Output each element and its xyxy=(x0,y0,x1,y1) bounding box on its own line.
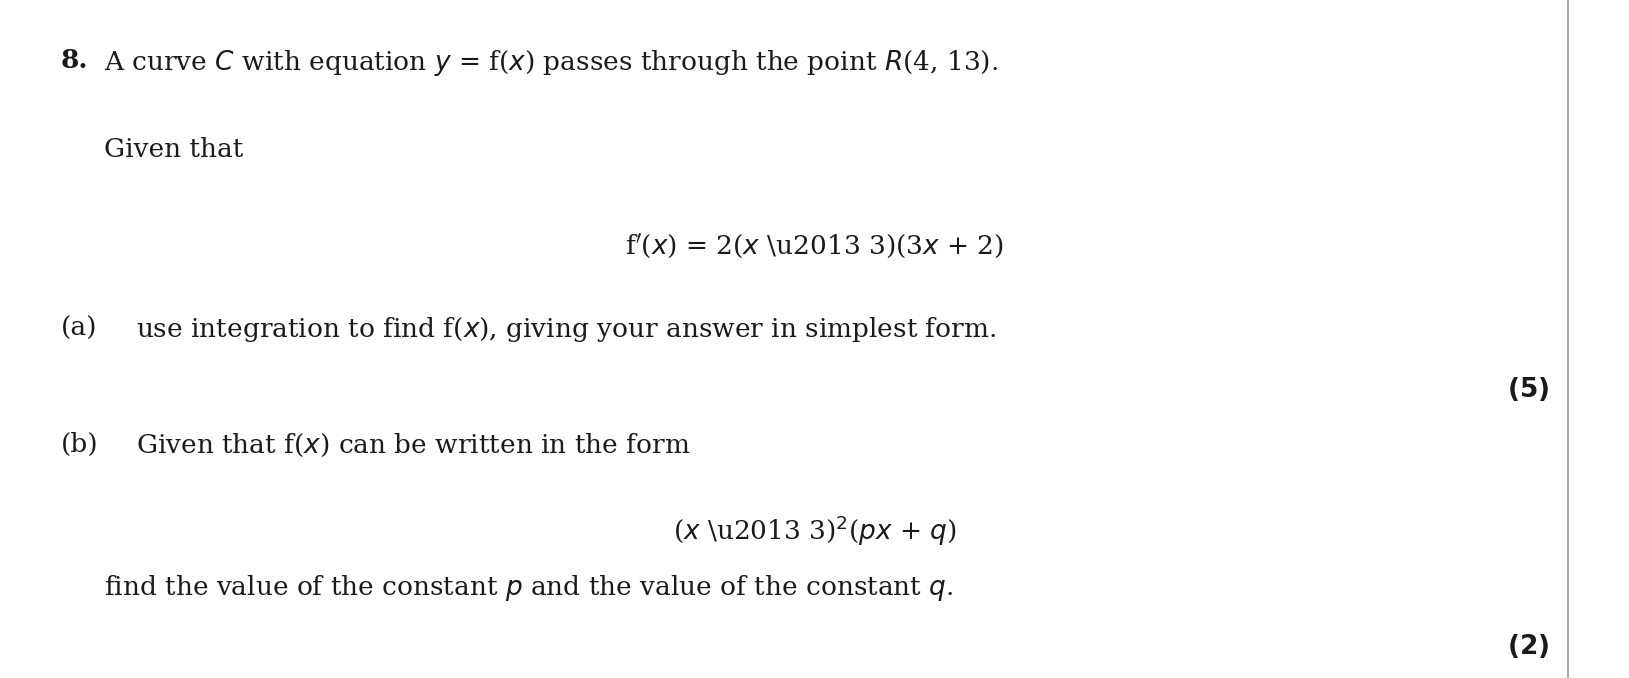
Text: find the value of the constant $\it{p}$ and the value of the constant $\it{q}$.: find the value of the constant $\it{p}$ … xyxy=(104,573,953,603)
Text: A curve $\it{C}$ with equation $\it{y}$ = f($\it{x}$) passes through the point $: A curve $\it{C}$ with equation $\it{y}$ … xyxy=(104,48,999,78)
Text: f$'$($\it{x}$) = 2($\it{x}$ \u2013 3)(3$\it{x}$ + 2): f$'$($\it{x}$) = 2($\it{x}$ \u2013 3)(3$… xyxy=(626,231,1003,260)
Text: (a): (a) xyxy=(60,315,98,340)
Text: ($\it{x}$ \u2013 3)$^2$($\it{p}\it{x}$ + $\it{q}$): ($\it{x}$ \u2013 3)$^2$($\it{p}\it{x}$ +… xyxy=(673,513,956,548)
Text: $\mathbf{(2)}$: $\mathbf{(2)}$ xyxy=(1507,632,1549,660)
Text: Given that f($\it{x}$) can be written in the form: Given that f($\it{x}$) can be written in… xyxy=(135,432,691,459)
Text: $\mathbf{(5)}$: $\mathbf{(5)}$ xyxy=(1507,375,1549,403)
Text: 8.: 8. xyxy=(60,48,88,73)
Text: (b): (b) xyxy=(60,432,99,457)
Text: Given that: Given that xyxy=(104,138,243,162)
Text: use integration to find f($\it{x}$), giving your answer in simplest form.: use integration to find f($\it{x}$), giv… xyxy=(135,315,997,344)
